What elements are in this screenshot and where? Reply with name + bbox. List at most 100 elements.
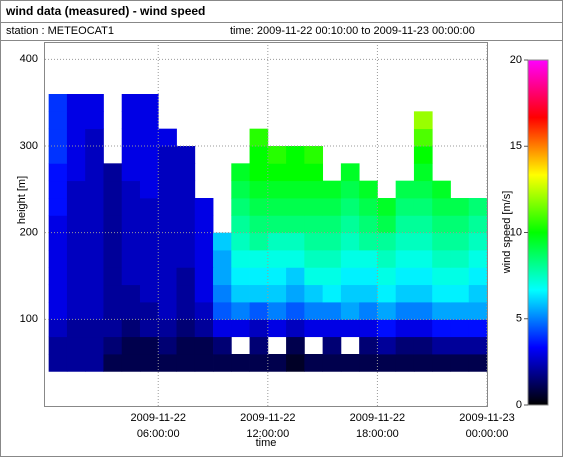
cell [249, 128, 269, 147]
cell [121, 336, 141, 355]
cell [85, 111, 104, 130]
cell [103, 267, 123, 286]
cell [85, 336, 104, 355]
cell [286, 336, 305, 355]
cell [176, 146, 196, 164]
cell [194, 232, 214, 251]
cell [377, 232, 397, 251]
cell [468, 267, 488, 286]
cell [432, 180, 451, 199]
cell [450, 250, 470, 268]
cell [194, 319, 214, 338]
cell [48, 94, 68, 112]
cell [322, 215, 342, 234]
cell [66, 336, 86, 355]
cell [103, 180, 123, 199]
cell [103, 354, 123, 372]
cell [322, 354, 342, 372]
cell [213, 284, 232, 303]
cell [121, 180, 141, 199]
heatmap [48, 94, 488, 372]
cell [48, 336, 68, 355]
cell [413, 336, 433, 355]
cell [395, 319, 415, 338]
cell [48, 215, 68, 234]
cell [377, 302, 397, 320]
cell [450, 198, 470, 216]
cell [121, 111, 141, 130]
cell [85, 319, 104, 338]
cell [103, 284, 123, 303]
cell [194, 336, 214, 355]
cell [322, 284, 342, 303]
cell [66, 146, 86, 164]
cell [413, 319, 433, 338]
x-tick-label: 2009-11-22 06:00:00 [131, 412, 186, 440]
cell [450, 319, 470, 338]
cell [304, 198, 324, 216]
cell [139, 146, 159, 164]
cell [139, 94, 159, 112]
cell [139, 267, 159, 286]
cell [176, 232, 196, 251]
cell [432, 215, 451, 234]
cell [468, 198, 488, 216]
cell [213, 250, 232, 268]
cell [468, 319, 488, 338]
cell [48, 319, 68, 338]
cell [139, 284, 159, 303]
cell [340, 215, 360, 234]
cell [450, 354, 470, 372]
cell [395, 215, 415, 234]
cell [213, 319, 232, 338]
y-tick-label: 100 [20, 313, 38, 325]
cell [450, 284, 470, 303]
cell [121, 302, 141, 320]
cell [377, 354, 397, 372]
cell [468, 336, 488, 355]
cell [286, 319, 305, 338]
cell [377, 198, 397, 216]
station: station : METEOCAT1 [6, 25, 114, 37]
cell [413, 354, 433, 372]
cell [395, 354, 415, 372]
cell [377, 336, 397, 355]
cell [139, 319, 159, 338]
cell [249, 302, 269, 320]
cell [249, 215, 269, 234]
cell [194, 215, 214, 234]
cell [249, 232, 269, 251]
cell [139, 198, 159, 216]
cell [176, 302, 196, 320]
cell [304, 250, 324, 268]
cell [286, 354, 305, 372]
cell [413, 146, 433, 164]
cell [121, 94, 141, 112]
cell [340, 198, 360, 216]
cell [194, 198, 214, 216]
cell [359, 267, 378, 286]
cell [413, 267, 433, 286]
y-axis-label: height [m] [16, 176, 28, 224]
cell [66, 284, 86, 303]
cell [249, 163, 269, 182]
cell [158, 232, 177, 251]
cell [340, 354, 360, 372]
cell [176, 354, 196, 372]
cell [286, 215, 305, 234]
cell [213, 232, 232, 251]
cell [432, 302, 451, 320]
cell [158, 319, 177, 338]
cell [66, 198, 86, 216]
cell [322, 250, 342, 268]
cell [158, 146, 177, 164]
y-tick-label: 400 [20, 53, 38, 65]
cell [66, 302, 86, 320]
cell [139, 128, 159, 147]
cell [158, 250, 177, 268]
cell [395, 232, 415, 251]
cell [432, 319, 451, 338]
cell [176, 336, 196, 355]
cell [340, 302, 360, 320]
